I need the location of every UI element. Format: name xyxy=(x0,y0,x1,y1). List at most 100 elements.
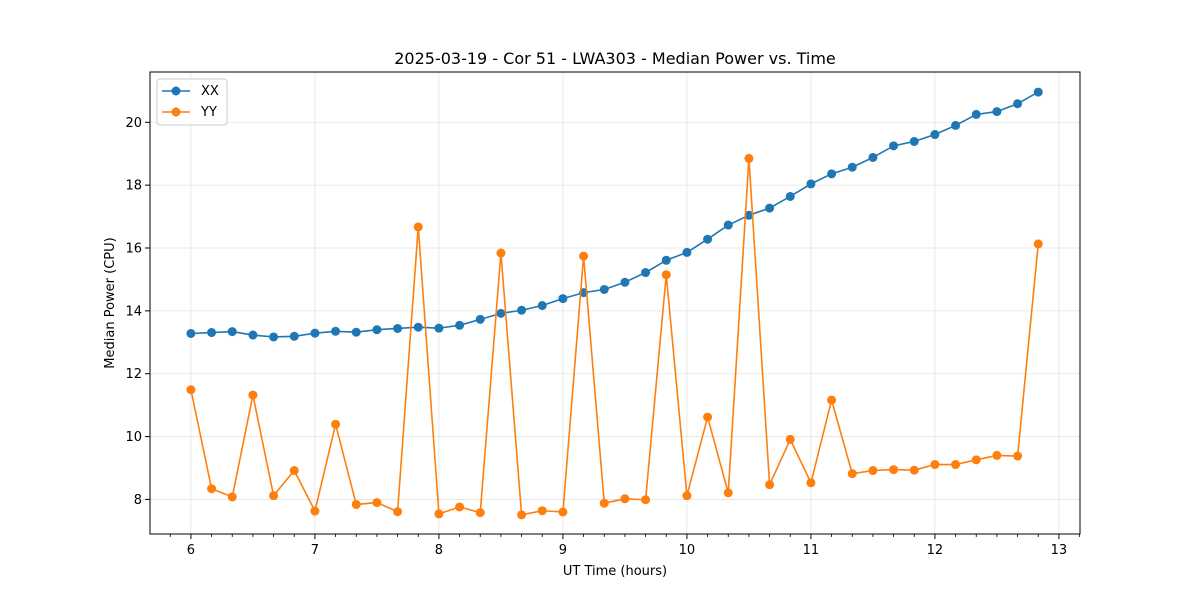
point-yy xyxy=(599,498,609,508)
point-xx xyxy=(806,179,816,189)
point-yy xyxy=(951,460,961,470)
legend-label-yy: YY xyxy=(200,105,217,120)
point-xx xyxy=(930,130,940,140)
point-yy xyxy=(1033,239,1043,249)
point-yy xyxy=(827,395,837,405)
point-xx xyxy=(496,308,506,318)
point-yy xyxy=(868,466,878,476)
point-yy xyxy=(579,251,589,261)
point-yy xyxy=(372,498,382,508)
legend-marker-yy xyxy=(171,107,181,117)
y-tick-label: 18 xyxy=(125,179,142,194)
y-tick-label: 10 xyxy=(125,430,142,445)
legend-label-xx: XX xyxy=(201,84,219,99)
point-xx xyxy=(744,210,754,220)
point-yy xyxy=(806,478,816,488)
y-tick-label: 14 xyxy=(125,304,142,319)
point-xx xyxy=(310,328,320,338)
point-yy xyxy=(331,419,341,429)
point-xx xyxy=(475,314,485,324)
point-yy xyxy=(537,506,547,516)
point-yy xyxy=(248,390,258,400)
point-yy xyxy=(1013,451,1023,461)
point-yy xyxy=(227,492,237,502)
point-xx xyxy=(723,220,733,230)
x-tick-label: 8 xyxy=(435,543,443,558)
point-yy xyxy=(785,434,795,444)
point-xx xyxy=(289,331,299,341)
grid xyxy=(150,72,1080,534)
point-yy xyxy=(723,488,733,498)
legend: XX YY xyxy=(156,78,228,126)
point-yy xyxy=(992,450,1002,460)
point-xx xyxy=(537,301,547,311)
point-xx xyxy=(785,191,795,201)
point-xx xyxy=(641,268,651,278)
point-xx xyxy=(765,203,775,213)
x-tick-label: 6 xyxy=(187,543,195,558)
point-yy xyxy=(393,507,403,517)
point-yy xyxy=(682,491,692,501)
point-yy xyxy=(455,502,465,512)
point-yy xyxy=(558,507,568,517)
chart-title: 2025-03-19 - Cor 51 - LWA303 - Median Po… xyxy=(394,49,836,68)
plot-frame xyxy=(149,71,1081,535)
point-xx xyxy=(186,328,196,338)
point-yy xyxy=(744,153,754,163)
x-tick-label: 13 xyxy=(1051,543,1068,558)
point-yy xyxy=(207,484,217,494)
point-xx xyxy=(1013,99,1023,109)
point-xx xyxy=(413,322,423,332)
point-xx xyxy=(992,107,1002,117)
point-yy xyxy=(496,248,506,258)
x-tick-label: 7 xyxy=(311,543,319,558)
point-yy xyxy=(847,469,857,479)
point-yy xyxy=(186,385,196,395)
point-yy xyxy=(269,491,279,501)
x-tick-label: 9 xyxy=(559,543,567,558)
point-xx xyxy=(248,330,258,340)
x-axis: 6 7 8 9 10 11 12 13 xyxy=(169,534,1080,558)
point-yy xyxy=(909,465,919,475)
point-xx xyxy=(703,234,713,244)
point-xx xyxy=(227,327,237,337)
point-yy xyxy=(930,460,940,470)
point-xx xyxy=(434,323,444,333)
point-yy xyxy=(289,466,299,476)
point-xx xyxy=(455,320,465,330)
y-tick-label: 8 xyxy=(134,493,142,508)
point-yy xyxy=(310,506,320,516)
point-xx xyxy=(393,323,403,333)
point-xx xyxy=(1033,87,1043,97)
point-yy xyxy=(413,222,423,232)
y-tick-label: 16 xyxy=(125,242,142,257)
point-yy xyxy=(351,499,361,509)
point-xx xyxy=(909,136,919,146)
x-tick-label: 12 xyxy=(927,543,944,558)
point-xx xyxy=(868,152,878,162)
point-xx xyxy=(827,169,837,179)
point-xx xyxy=(331,326,341,336)
y-axis-label: Median Power (CPU) xyxy=(103,237,118,368)
point-yy xyxy=(517,510,527,520)
point-xx xyxy=(599,284,609,294)
x-tick-label: 11 xyxy=(803,543,820,558)
point-xx xyxy=(372,325,382,335)
point-yy xyxy=(620,494,630,504)
point-xx xyxy=(682,247,692,257)
point-xx xyxy=(269,332,279,342)
point-yy xyxy=(971,455,981,465)
point-xx xyxy=(351,327,361,337)
point-xx xyxy=(971,109,981,119)
legend-marker-xx xyxy=(171,86,181,96)
x-axis-label: UT Time (hours) xyxy=(563,564,667,579)
x-tick-label: 10 xyxy=(679,543,696,558)
point-xx xyxy=(517,305,527,315)
series-layer xyxy=(186,87,1043,520)
point-yy xyxy=(661,270,671,280)
y-tick-label: 12 xyxy=(125,367,142,382)
point-yy xyxy=(765,480,775,490)
point-xx xyxy=(207,328,217,338)
point-xx xyxy=(558,294,568,304)
